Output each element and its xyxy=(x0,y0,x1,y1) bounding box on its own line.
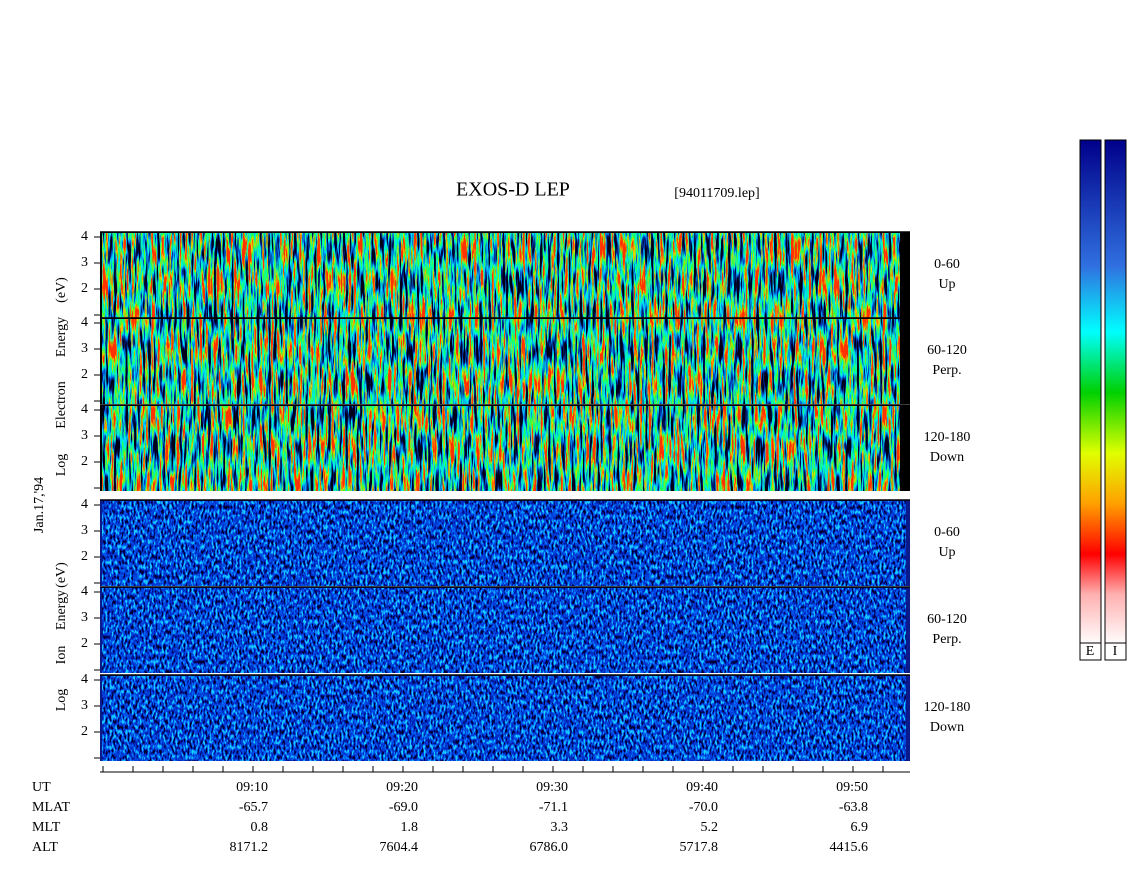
orbit-value: 6786.0 xyxy=(530,840,569,855)
spectrogram xyxy=(102,676,906,761)
pitch-direction: Up xyxy=(938,277,955,292)
orbit-value: -63.8 xyxy=(839,800,868,815)
orbit-value: 09:20 xyxy=(386,780,418,795)
orbit-value: 5717.8 xyxy=(680,840,719,855)
y-tick-label: 2 xyxy=(81,454,88,469)
orbit-row-label: ALT xyxy=(32,840,58,855)
orbit-value: 6.9 xyxy=(851,820,869,835)
electron-axis-label: (eV) xyxy=(54,277,69,303)
date: Jan.17,'94 xyxy=(32,477,47,533)
spectrogram xyxy=(102,501,906,586)
spectrogram xyxy=(102,319,900,404)
orbit-value: -70.0 xyxy=(689,800,718,815)
colorbar-label-box xyxy=(1079,642,1102,661)
pitch-angle: 120-180 xyxy=(924,430,971,445)
y-tick-label: 3 xyxy=(81,255,88,270)
orbit-value: 09:30 xyxy=(536,780,568,795)
file-name: [94011709.lep] xyxy=(674,186,759,201)
y-tick-label: 2 xyxy=(81,367,88,382)
y-tick-label: 3 xyxy=(81,523,88,538)
pitch-direction: Down xyxy=(930,720,964,735)
orbit-value: 1.8 xyxy=(401,820,419,835)
orbit-value: -69.0 xyxy=(389,800,418,815)
orbit-value: 09:50 xyxy=(836,780,868,795)
pitch-direction: Down xyxy=(930,450,964,465)
spectrogram xyxy=(102,406,900,491)
pitch-angle: 60-120 xyxy=(927,343,967,358)
electron-axis-label: Energy xyxy=(54,317,69,357)
orbit-value: -65.7 xyxy=(239,800,268,815)
orbit-value: 09:10 xyxy=(236,780,268,795)
y-tick-label: 4 xyxy=(81,672,88,687)
electron-axis-label: Electron xyxy=(54,381,69,428)
orbit-row-label: UT xyxy=(32,780,51,795)
y-tick-label: 3 xyxy=(81,341,88,356)
y-tick-label: 4 xyxy=(81,402,88,417)
orbit-value: 3.3 xyxy=(551,820,569,835)
orbit-value: 0.8 xyxy=(251,820,269,835)
spectrogram xyxy=(102,588,906,673)
y-tick-label: 2 xyxy=(81,724,88,739)
colorbar-label: I xyxy=(1113,644,1118,659)
y-tick-label: 4 xyxy=(81,229,88,244)
spectrogram xyxy=(102,233,900,318)
ion-axis-label: Energy xyxy=(54,590,69,630)
ion-axis-label: Log xyxy=(54,689,69,712)
y-tick-label: 2 xyxy=(81,281,88,296)
y-tick-label: 4 xyxy=(81,584,88,599)
orbit-value: 4415.6 xyxy=(830,840,869,855)
orbit-row-label: MLAT xyxy=(32,800,71,815)
y-tick-label: 2 xyxy=(81,549,88,564)
y-tick-label: 2 xyxy=(81,636,88,651)
colorbar-label: E xyxy=(1086,644,1095,659)
orbit-row-label: MLT xyxy=(32,820,61,835)
pitch-direction: Perp. xyxy=(932,632,961,647)
y-tick-label: 4 xyxy=(81,315,88,330)
pitch-angle: 0-60 xyxy=(934,525,960,540)
y-tick-label: 4 xyxy=(81,497,88,512)
pitch-direction: Perp. xyxy=(932,363,961,378)
orbit-value: -71.1 xyxy=(539,800,568,815)
pitch-direction: Up xyxy=(938,545,955,560)
ion-axis-label: Ion xyxy=(54,646,69,665)
ion-axis-label: (eV) xyxy=(54,562,69,588)
orbit-value: 5.2 xyxy=(701,820,719,835)
colorbar-label-box xyxy=(1104,642,1127,661)
pitch-angle: 60-120 xyxy=(927,612,967,627)
pitch-angle: 120-180 xyxy=(924,700,971,715)
electron-axis-label: Log xyxy=(54,454,69,477)
y-tick-label: 3 xyxy=(81,610,88,625)
title: EXOS-D LEP xyxy=(456,179,570,201)
colorbar: E I xyxy=(1079,139,1127,661)
orbit-value: 09:40 xyxy=(686,780,718,795)
y-tick-label: 3 xyxy=(81,698,88,713)
y-tick-label: 3 xyxy=(81,428,88,443)
orbit-value: 8171.2 xyxy=(230,840,269,855)
colorbar-i xyxy=(1104,139,1127,646)
pitch-angle: 0-60 xyxy=(934,257,960,272)
orbit-value: 7604.4 xyxy=(380,840,419,855)
colorbar-e xyxy=(1079,139,1102,646)
